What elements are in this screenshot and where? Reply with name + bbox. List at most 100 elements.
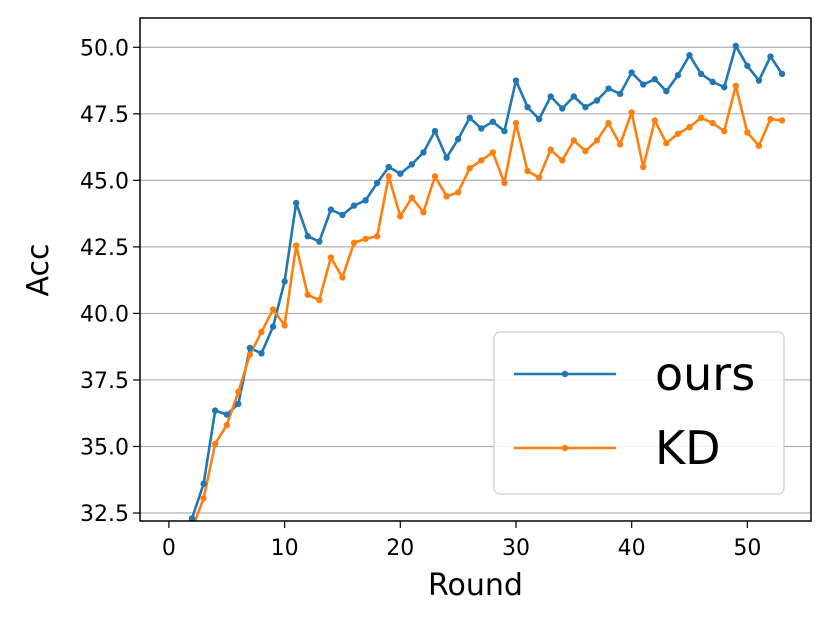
- x-tick-label: 40: [618, 536, 646, 561]
- data-point-ours: [478, 125, 485, 132]
- data-point-kd: [744, 129, 751, 136]
- data-point-kd: [362, 235, 369, 243]
- data-point-ours: [385, 163, 392, 171]
- data-point-kd: [663, 139, 670, 147]
- legend-label-kd: KD: [655, 421, 721, 475]
- data-point-ours: [327, 206, 335, 213]
- series-line-ours: [190, 44, 784, 519]
- data-point-ours: [709, 78, 716, 86]
- series-lines: [190, 44, 784, 521]
- data-point-ours: [559, 105, 566, 112]
- y-tick-label: 42.5: [80, 236, 129, 261]
- data-point-kd: [721, 127, 728, 135]
- data-point-ours: [258, 350, 265, 357]
- y-tick-label: 37.5: [80, 369, 129, 394]
- data-point-kd: [454, 189, 462, 196]
- data-point-kd: [605, 119, 612, 127]
- data-point-ours: [570, 93, 578, 100]
- data-point-kd: [501, 179, 508, 187]
- data-point-kd: [559, 157, 566, 164]
- data-point-ours: [547, 93, 554, 100]
- data-point-ours: [616, 90, 624, 98]
- data-point-ours: [316, 238, 323, 245]
- data-point-kd: [547, 146, 554, 153]
- y-tick-label: 40.0: [80, 302, 129, 327]
- data-point-ours: [246, 344, 254, 352]
- y-tick-label: 35.0: [80, 435, 129, 460]
- data-point-kd: [200, 495, 207, 502]
- data-point-ours: [721, 83, 728, 91]
- x-tick-label: 20: [386, 536, 414, 561]
- data-point-kd: [524, 167, 531, 175]
- data-point-ours: [397, 170, 404, 177]
- data-point-kd: [269, 306, 277, 313]
- data-point-ours: [223, 411, 230, 418]
- y-axis-ticks: 32.5 35.0 37.5 40.0 42.5 45.0 47.5 50.0: [80, 36, 140, 527]
- legend-marker-kd: [561, 444, 569, 452]
- grid-lines: [140, 46, 811, 514]
- data-point-ours: [778, 70, 786, 78]
- data-point-kd: [385, 173, 392, 180]
- data-point-ours: [373, 179, 381, 187]
- legend: ours KD: [493, 331, 785, 495]
- data-point-ours: [663, 87, 670, 95]
- data-point-kd: [778, 117, 786, 124]
- data-point-ours: [489, 118, 497, 125]
- data-point-ours: [593, 97, 601, 104]
- x-tick-label: 30: [502, 536, 530, 561]
- data-point-kd: [512, 119, 520, 127]
- data-point-kd: [431, 173, 439, 180]
- data-point-kd: [408, 194, 416, 201]
- data-point-kd: [478, 157, 485, 164]
- data-point-kd: [304, 291, 311, 298]
- data-point-ours: [200, 480, 207, 487]
- data-point-ours: [408, 161, 416, 168]
- data-point-kd: [686, 123, 693, 131]
- data-point-ours: [535, 115, 543, 123]
- series-points: [188, 42, 786, 532]
- x-axis-ticks: 0 10 20 30 40 50: [162, 521, 761, 561]
- data-point-ours: [640, 81, 647, 88]
- data-point-ours: [304, 233, 311, 240]
- data-point-kd: [616, 141, 624, 148]
- data-point-ours: [281, 278, 288, 285]
- data-point-ours: [420, 149, 427, 156]
- data-point-ours: [767, 53, 774, 60]
- data-point-kd: [628, 109, 635, 116]
- data-point-kd: [223, 421, 230, 429]
- data-point-kd: [350, 239, 358, 247]
- data-point-ours: [582, 103, 589, 111]
- data-point-ours: [211, 407, 219, 414]
- data-point-ours: [628, 69, 635, 76]
- legend-label-ours: ours: [655, 347, 755, 401]
- data-point-kd: [640, 163, 647, 171]
- data-point-ours: [350, 202, 358, 209]
- data-point-ours: [686, 52, 693, 59]
- x-tick-label: 0: [162, 536, 176, 561]
- data-point-ours: [292, 199, 300, 207]
- data-point-kd: [373, 233, 381, 240]
- data-point-kd: [189, 526, 195, 532]
- data-point-ours: [651, 76, 659, 83]
- data-point-kd: [697, 114, 705, 122]
- data-point-kd: [582, 147, 589, 155]
- data-point-ours: [674, 72, 682, 79]
- data-point-ours: [605, 85, 612, 92]
- data-point-ours: [466, 114, 473, 122]
- data-point-ours: [362, 197, 369, 204]
- data-point-kd: [420, 209, 427, 216]
- y-tick-label: 45.0: [80, 169, 129, 194]
- data-point-ours: [697, 70, 705, 78]
- data-point-kd: [258, 328, 265, 336]
- y-tick-label: 32.5: [80, 502, 129, 527]
- series-line-kd: [193, 84, 783, 521]
- data-point-kd: [235, 388, 242, 396]
- data-point-kd: [709, 119, 716, 127]
- x-tick-label: 10: [271, 536, 299, 561]
- data-point-ours: [269, 323, 277, 330]
- data-point-ours: [235, 400, 242, 408]
- data-point-kd: [339, 274, 346, 281]
- legend-marker-ours: [561, 370, 569, 378]
- data-point-kd: [211, 440, 219, 448]
